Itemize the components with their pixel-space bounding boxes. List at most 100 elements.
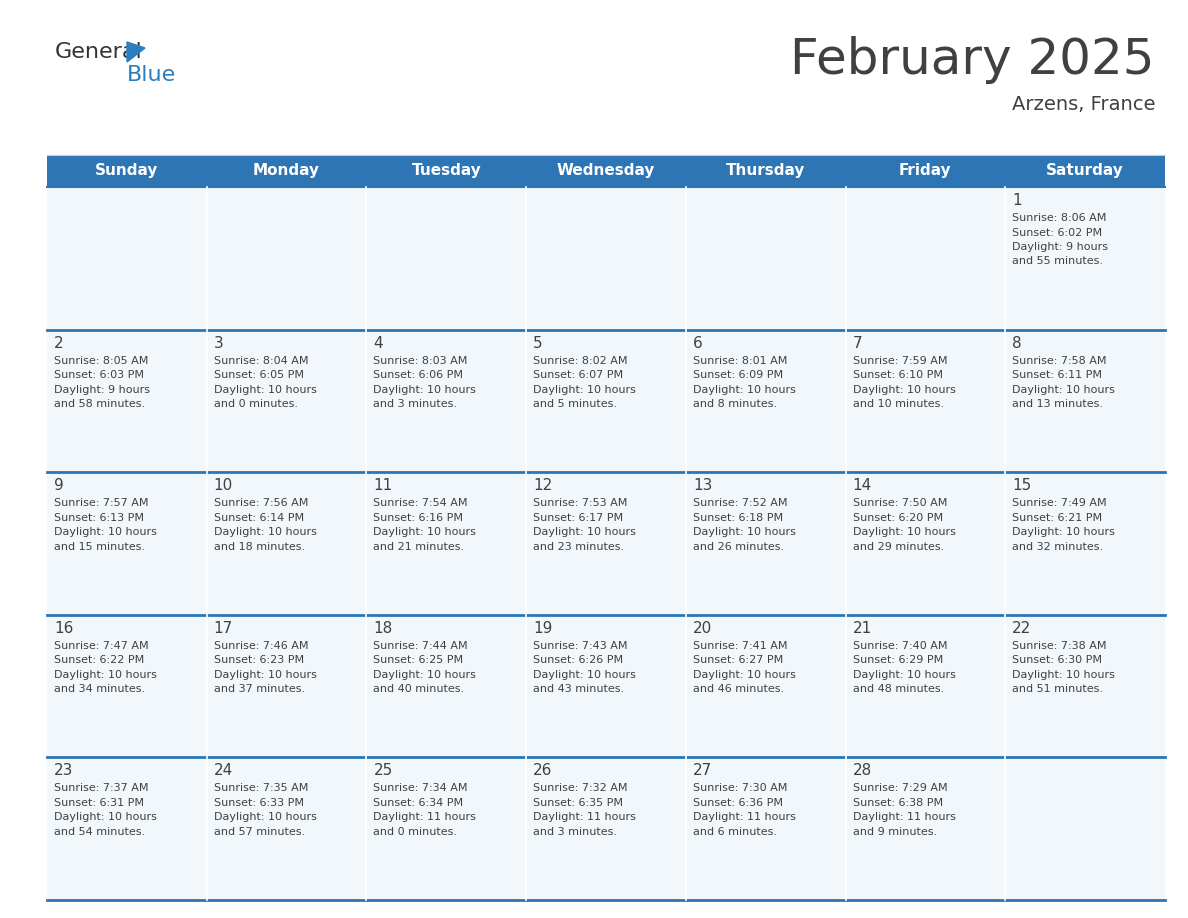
- Text: 17: 17: [214, 621, 233, 636]
- Text: Blue: Blue: [127, 65, 176, 85]
- Text: Sunset: 6:16 PM: Sunset: 6:16 PM: [373, 512, 463, 522]
- Text: General: General: [55, 42, 143, 62]
- Text: Sunset: 6:38 PM: Sunset: 6:38 PM: [853, 798, 943, 808]
- Text: Sunset: 6:13 PM: Sunset: 6:13 PM: [53, 512, 144, 522]
- Text: Sunset: 6:23 PM: Sunset: 6:23 PM: [214, 655, 304, 666]
- Text: Sunset: 6:21 PM: Sunset: 6:21 PM: [1012, 512, 1102, 522]
- Text: Daylight: 10 hours: Daylight: 10 hours: [533, 385, 636, 395]
- Text: Sunrise: 7:59 AM: Sunrise: 7:59 AM: [853, 355, 947, 365]
- Text: and 43 minutes.: and 43 minutes.: [533, 684, 624, 694]
- Text: Sunset: 6:10 PM: Sunset: 6:10 PM: [853, 370, 942, 380]
- Bar: [366, 330, 526, 472]
- Text: Daylight: 10 hours: Daylight: 10 hours: [214, 385, 316, 395]
- Text: Sunrise: 8:02 AM: Sunrise: 8:02 AM: [533, 355, 627, 365]
- Text: Daylight: 10 hours: Daylight: 10 hours: [853, 385, 955, 395]
- Text: Saturday: Saturday: [1047, 163, 1124, 178]
- Text: Thursday: Thursday: [726, 163, 805, 178]
- Text: Sunrise: 8:05 AM: Sunrise: 8:05 AM: [53, 355, 148, 365]
- Text: Sunset: 6:36 PM: Sunset: 6:36 PM: [693, 798, 783, 808]
- Text: Daylight: 10 hours: Daylight: 10 hours: [1012, 670, 1116, 680]
- Text: Sunset: 6:31 PM: Sunset: 6:31 PM: [53, 798, 144, 808]
- Bar: [685, 757, 846, 900]
- Text: and 13 minutes.: and 13 minutes.: [1012, 399, 1104, 409]
- Text: 27: 27: [693, 764, 712, 778]
- Text: Sunrise: 7:41 AM: Sunrise: 7:41 AM: [693, 641, 788, 651]
- Bar: [1005, 330, 1165, 472]
- Text: and 5 minutes.: and 5 minutes.: [533, 399, 617, 409]
- Text: 12: 12: [533, 478, 552, 493]
- Text: Sunrise: 7:29 AM: Sunrise: 7:29 AM: [853, 783, 947, 793]
- Text: Sunset: 6:18 PM: Sunset: 6:18 PM: [693, 512, 783, 522]
- Text: 22: 22: [1012, 621, 1031, 636]
- Text: and 34 minutes.: and 34 minutes.: [53, 684, 145, 694]
- Text: Sunset: 6:11 PM: Sunset: 6:11 PM: [1012, 370, 1102, 380]
- Bar: [48, 187, 207, 330]
- Text: and 29 minutes.: and 29 minutes.: [853, 542, 943, 552]
- Text: and 21 minutes.: and 21 minutes.: [373, 542, 465, 552]
- Bar: [207, 615, 366, 757]
- Text: 26: 26: [533, 764, 552, 778]
- Text: 3: 3: [214, 336, 223, 351]
- Text: 16: 16: [53, 621, 74, 636]
- Text: Sunset: 6:22 PM: Sunset: 6:22 PM: [53, 655, 144, 666]
- Text: Sunrise: 7:37 AM: Sunrise: 7:37 AM: [53, 783, 148, 793]
- Bar: [48, 330, 207, 472]
- Text: and 10 minutes.: and 10 minutes.: [853, 399, 943, 409]
- Bar: [366, 187, 526, 330]
- Text: Daylight: 10 hours: Daylight: 10 hours: [853, 527, 955, 537]
- Text: and 37 minutes.: and 37 minutes.: [214, 684, 305, 694]
- Text: 7: 7: [853, 336, 862, 351]
- Text: Daylight: 10 hours: Daylight: 10 hours: [693, 385, 796, 395]
- Text: and 3 minutes.: and 3 minutes.: [373, 399, 457, 409]
- Text: Sunrise: 7:46 AM: Sunrise: 7:46 AM: [214, 641, 308, 651]
- Text: Daylight: 10 hours: Daylight: 10 hours: [214, 670, 316, 680]
- Text: Sunrise: 7:47 AM: Sunrise: 7:47 AM: [53, 641, 148, 651]
- Bar: [526, 330, 685, 472]
- Text: and 23 minutes.: and 23 minutes.: [533, 542, 624, 552]
- Text: Sunset: 6:20 PM: Sunset: 6:20 PM: [853, 512, 943, 522]
- Text: and 58 minutes.: and 58 minutes.: [53, 399, 145, 409]
- Bar: [846, 757, 1005, 900]
- Text: Daylight: 10 hours: Daylight: 10 hours: [53, 670, 157, 680]
- Text: Sunset: 6:05 PM: Sunset: 6:05 PM: [214, 370, 304, 380]
- Text: 18: 18: [373, 621, 393, 636]
- Text: Sunrise: 7:58 AM: Sunrise: 7:58 AM: [1012, 355, 1107, 365]
- Bar: [366, 155, 526, 187]
- Text: Daylight: 10 hours: Daylight: 10 hours: [53, 812, 157, 823]
- Bar: [48, 155, 207, 187]
- Polygon shape: [127, 42, 145, 62]
- Text: Sunset: 6:09 PM: Sunset: 6:09 PM: [693, 370, 783, 380]
- Text: and 57 minutes.: and 57 minutes.: [214, 827, 305, 837]
- Text: Sunrise: 7:40 AM: Sunrise: 7:40 AM: [853, 641, 947, 651]
- Text: and 40 minutes.: and 40 minutes.: [373, 684, 465, 694]
- Text: 19: 19: [533, 621, 552, 636]
- Text: Sunset: 6:33 PM: Sunset: 6:33 PM: [214, 798, 304, 808]
- Bar: [207, 187, 366, 330]
- Text: Monday: Monday: [253, 163, 320, 178]
- Text: Sunset: 6:26 PM: Sunset: 6:26 PM: [533, 655, 624, 666]
- Text: Daylight: 10 hours: Daylight: 10 hours: [853, 670, 955, 680]
- Text: Sunrise: 7:57 AM: Sunrise: 7:57 AM: [53, 498, 148, 509]
- Text: 5: 5: [533, 336, 543, 351]
- Text: Sunrise: 7:50 AM: Sunrise: 7:50 AM: [853, 498, 947, 509]
- Text: and 54 minutes.: and 54 minutes.: [53, 827, 145, 837]
- Text: Sunset: 6:07 PM: Sunset: 6:07 PM: [533, 370, 624, 380]
- Text: Daylight: 11 hours: Daylight: 11 hours: [533, 812, 636, 823]
- Text: 28: 28: [853, 764, 872, 778]
- Text: Sunrise: 7:35 AM: Sunrise: 7:35 AM: [214, 783, 308, 793]
- Text: and 32 minutes.: and 32 minutes.: [1012, 542, 1104, 552]
- Bar: [846, 330, 1005, 472]
- Text: 6: 6: [693, 336, 702, 351]
- Text: Sunday: Sunday: [95, 163, 158, 178]
- Text: Sunrise: 8:04 AM: Sunrise: 8:04 AM: [214, 355, 308, 365]
- Text: Sunset: 6:34 PM: Sunset: 6:34 PM: [373, 798, 463, 808]
- Text: and 55 minutes.: and 55 minutes.: [1012, 256, 1104, 266]
- Text: Sunrise: 7:32 AM: Sunrise: 7:32 AM: [533, 783, 627, 793]
- Text: 24: 24: [214, 764, 233, 778]
- Bar: [526, 472, 685, 615]
- Text: 8: 8: [1012, 336, 1022, 351]
- Text: Sunrise: 7:34 AM: Sunrise: 7:34 AM: [373, 783, 468, 793]
- Text: 20: 20: [693, 621, 712, 636]
- Bar: [526, 757, 685, 900]
- Text: Sunrise: 7:30 AM: Sunrise: 7:30 AM: [693, 783, 788, 793]
